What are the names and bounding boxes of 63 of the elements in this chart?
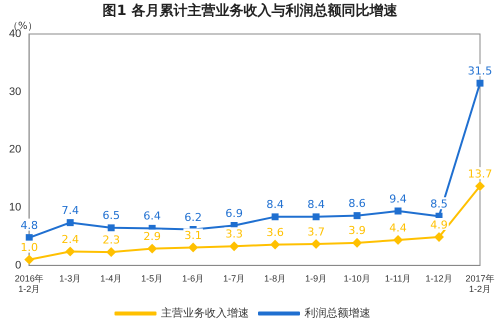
point	[394, 208, 402, 214]
point	[394, 235, 403, 244]
y-tick-label: 0	[15, 259, 22, 272]
point	[312, 239, 321, 248]
x-tick-label: 1-4月	[100, 273, 122, 284]
point	[272, 213, 279, 220]
legend-label: 利润总额增速	[304, 306, 370, 320]
data-label: 31.5	[468, 64, 492, 78]
data-label: 3.3	[225, 228, 243, 241]
data-label: 3.7	[307, 225, 325, 238]
data-label: 8.4	[307, 198, 325, 212]
point	[476, 80, 484, 87]
x-tick-label: 2016年 1-2月	[14, 273, 44, 294]
data-label: 2.4	[61, 232, 79, 246]
point	[24, 255, 34, 264]
data-label: 4.8	[20, 218, 38, 232]
point	[434, 232, 444, 242]
data-label: 1.0	[20, 240, 38, 254]
data-label: 2.3	[102, 233, 120, 246]
data-label: 8.5	[430, 198, 448, 211]
data-label: 13.7	[468, 168, 492, 181]
x-tick-label: 1-10月	[344, 273, 371, 284]
point	[352, 238, 362, 248]
point	[26, 234, 33, 242]
y-tick-label: 10	[8, 202, 22, 214]
data-label: 3.6	[266, 226, 284, 239]
data-label: 8.6	[348, 197, 366, 210]
data-label: 6.5	[102, 209, 120, 222]
point	[106, 248, 116, 257]
data-label: 4.9	[430, 218, 448, 232]
y-tick-label: 30	[8, 86, 22, 98]
data-label: 6.2	[184, 210, 202, 224]
data-label: 6.9	[225, 206, 243, 220]
point	[148, 244, 157, 254]
point	[188, 242, 198, 252]
point	[230, 242, 239, 251]
data-label: 3.1	[184, 228, 202, 242]
y-tick-label: 20	[8, 144, 22, 156]
data-label: 6.4	[143, 210, 161, 223]
chart-title: 图1 各月累计主营业务收入与利润总额同比增速	[102, 2, 398, 20]
data-label: 7.4	[61, 204, 79, 217]
x-tick-label: 1-12月	[426, 273, 453, 284]
data-label: 3.9	[348, 224, 366, 238]
point	[66, 247, 75, 256]
point	[108, 224, 115, 232]
point	[66, 219, 74, 226]
x-tick-label: 1-5月	[141, 273, 164, 284]
x-tick-label: 1-11月	[384, 273, 412, 284]
data-label: 2.9	[143, 230, 161, 243]
x-tick-label: 1-9月	[305, 273, 328, 284]
x-tick-label: 2017年 1-2月	[465, 273, 495, 294]
data-label: 4.4	[389, 221, 407, 234]
legend-label: 主营业务收入增速	[161, 306, 249, 320]
point	[270, 240, 280, 250]
point	[476, 182, 484, 191]
data-label: 8.4	[266, 198, 284, 212]
point	[354, 212, 361, 220]
point	[312, 213, 320, 220]
x-tick-label: 1-8月	[264, 273, 286, 284]
x-tick-label: 1-3月	[59, 273, 82, 284]
data-label: 9.4	[389, 192, 407, 206]
x-tick-label: 1-7月	[223, 273, 246, 284]
x-tick-label: 1-6月	[182, 273, 204, 284]
